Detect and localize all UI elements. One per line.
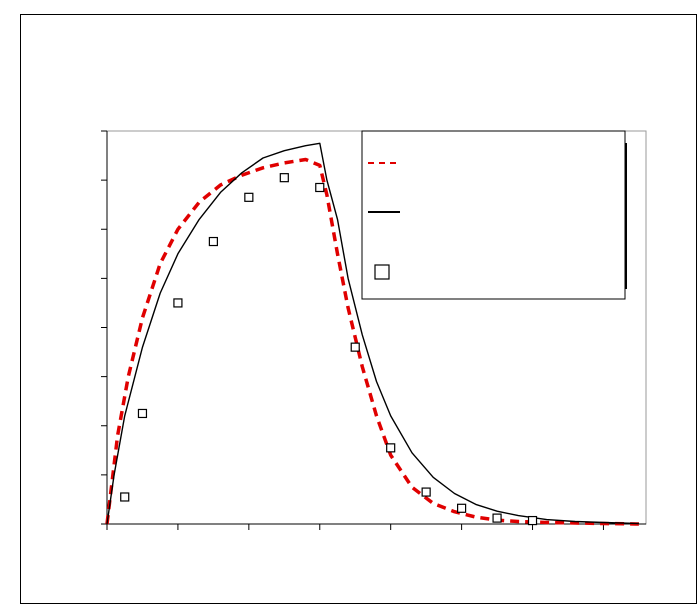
legend xyxy=(361,130,627,300)
series-2-point-7 xyxy=(350,342,360,352)
series-2-point-4 xyxy=(244,192,254,202)
series-2-point-0 xyxy=(120,492,130,502)
series-2-point-11 xyxy=(492,513,502,523)
legend-box xyxy=(361,130,626,300)
series-2-point-8 xyxy=(386,443,396,453)
series-2-point-10 xyxy=(457,503,467,513)
series-2-point-9 xyxy=(421,487,431,497)
series-1-line xyxy=(106,142,639,525)
series-2-point-5 xyxy=(279,173,289,183)
series-2-point-2 xyxy=(173,298,183,308)
series-2-point-1 xyxy=(137,408,148,419)
series-2-point-6 xyxy=(315,182,325,193)
chart-frame xyxy=(20,14,697,604)
series-2-point-12 xyxy=(527,515,538,526)
series-2-point-3 xyxy=(208,236,218,247)
series-0-line xyxy=(105,157,639,526)
legend-swatch-marker xyxy=(374,264,390,280)
series-layer xyxy=(105,142,639,526)
